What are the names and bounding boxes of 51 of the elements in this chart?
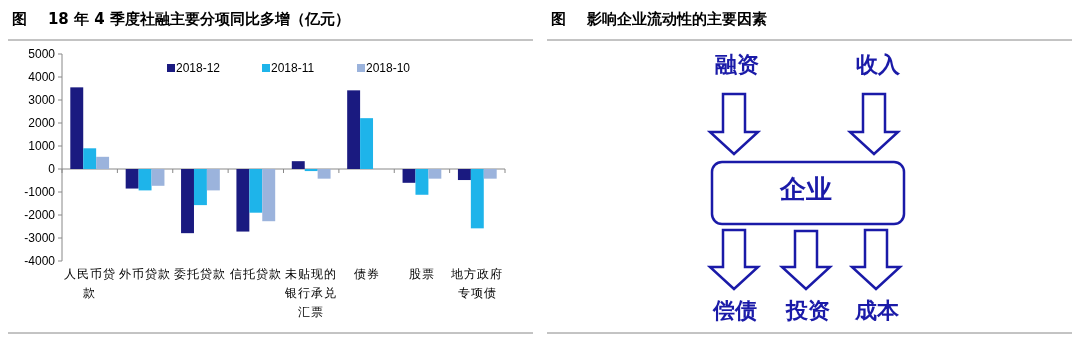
- bar: [291, 161, 305, 169]
- bar: [236, 169, 250, 232]
- bar: [83, 148, 97, 169]
- legend-label: 2018-10: [366, 61, 411, 75]
- text: 投资: [785, 297, 830, 323]
- bar: [483, 169, 497, 179]
- y-tick-label: 1000: [28, 139, 56, 153]
- text: 偿债: [712, 297, 757, 323]
- text: 收入: [856, 51, 901, 77]
- text: 图 影响企业流动性的主要因素: [551, 10, 767, 28]
- x-tick-label: 人民币贷款: [63, 267, 116, 300]
- bar: [193, 169, 207, 206]
- y-tick-label: 2000: [28, 116, 56, 130]
- y-tick-label: -2000: [24, 208, 56, 222]
- x-tick-label: 委托贷款: [174, 267, 227, 281]
- bar: [181, 169, 194, 234]
- text: 企业: [779, 174, 832, 204]
- y-tick-label: 4000: [28, 70, 56, 84]
- bar: [206, 169, 220, 191]
- y-tick-label: 3000: [28, 93, 56, 107]
- bar: [470, 169, 484, 229]
- x-tick-label: 地方政府专项债: [450, 267, 504, 300]
- y-tick-label: 0: [48, 162, 56, 176]
- bar: [138, 169, 152, 191]
- legend-label: 2018-12: [176, 61, 221, 75]
- bar: [249, 169, 263, 213]
- y-tick-label: -1000: [24, 185, 56, 199]
- bar: [347, 90, 361, 169]
- chart-title: 图 18 年 4 季度社融主要分项同比多增（亿元）: [12, 10, 350, 28]
- text: 成本: [854, 297, 900, 323]
- bar: [415, 169, 429, 195]
- bar: [262, 169, 276, 222]
- text: 融资: [715, 51, 759, 77]
- bar: [96, 156, 110, 169]
- bar: [402, 169, 416, 183]
- bar: [151, 169, 165, 186]
- bar: [70, 87, 84, 169]
- bar: [457, 169, 471, 181]
- legend-label: 2018-11: [271, 61, 315, 75]
- bar: [428, 169, 442, 179]
- x-tick-label: 债券: [353, 267, 380, 281]
- x-tick-label: 外币贷款: [119, 267, 172, 281]
- x-tick-label: 信托贷款: [229, 267, 282, 281]
- y-tick-label: -3000: [24, 231, 56, 245]
- bar: [125, 169, 139, 189]
- bar: [360, 118, 374, 169]
- y-tick-label: 5000: [28, 47, 56, 61]
- x-tick-label: 股票: [408, 267, 435, 281]
- y-tick-label: -4000: [24, 254, 56, 268]
- bar: [317, 169, 331, 179]
- x-tick-label: 未贴现的银行承兑汇票: [284, 267, 338, 319]
